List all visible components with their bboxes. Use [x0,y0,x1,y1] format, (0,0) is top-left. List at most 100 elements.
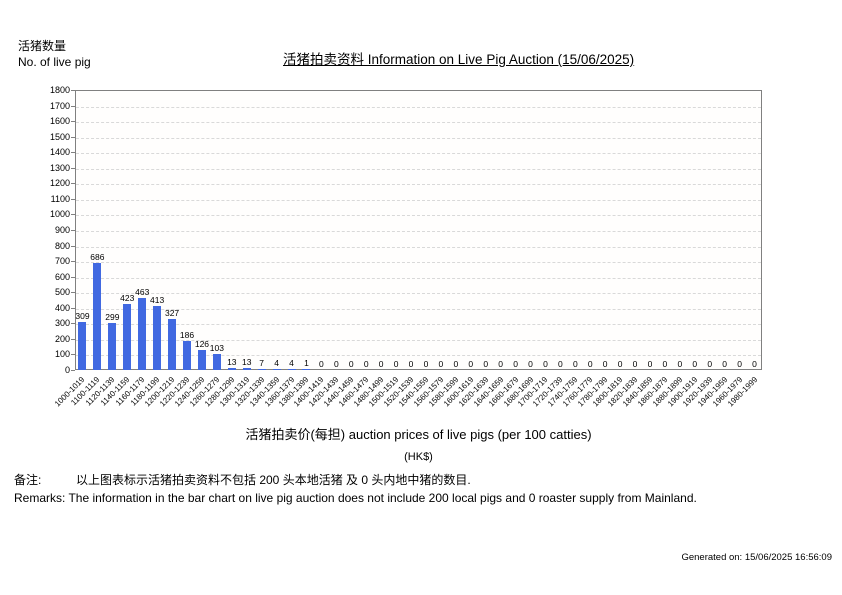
bar-value-label: 0 [468,359,474,369]
bar-value-label: 0 [408,359,414,369]
y-axis-title-zh: 活猪数量 [18,39,67,53]
gridline [76,308,761,310]
bar-value-label: 0 [453,359,459,369]
bar-value-label: 0 [498,359,503,369]
bar [287,369,296,370]
y-axis-tick-label: 900 [54,225,70,235]
y-axis-tick [71,183,75,185]
y-axis-tick [71,230,75,231]
y-axis-tick-label: 1000 [49,209,70,220]
bar [168,319,177,370]
bar-value-label: 0 [378,359,384,369]
gridline [76,324,761,326]
gridline [76,106,761,108]
y-axis-tick-label: 1300 [49,162,70,173]
bar-value-label: 0 [707,359,713,369]
gridline [76,231,761,232]
y-axis-tick-label: 1100 [50,193,70,204]
bar-value-label: 0 [677,359,683,369]
bar-value-label: 0 [393,359,399,369]
y-axis-tick-label: 500 [54,287,70,298]
y-axis-tick-label: 1500 [49,131,70,142]
y-axis-tick [71,167,75,169]
bar-value-label: 0 [348,359,354,369]
bar-value-label: 0 [333,359,339,369]
bar-value-label: 0 [647,359,653,369]
gridline [76,339,761,341]
y-axis-tick-label: 200 [54,333,70,344]
bar [257,369,266,370]
bar-value-label: 0 [319,359,324,369]
bar-value-label: 423 [120,293,135,303]
bar-value-label: 0 [692,359,698,369]
gridline [76,293,761,295]
y-axis-tick [71,105,75,107]
remarks-block: 备注: 以上图表标示活猪拍卖资料不包括 200 头本地活猪 及 0 头内地中猪的数… [14,472,697,507]
bar [138,298,147,370]
chart-plot-area [75,90,762,370]
y-axis-tick-label: 1400 [49,147,70,158]
x-axis-unit: (HK$) [404,451,433,463]
bar-value-label: 103 [209,343,224,353]
page-title: 活猪拍卖资料 Information on Live Pig Auction (… [283,52,635,67]
gridline [76,168,761,170]
y-axis-tick [71,214,75,216]
bar-value-label: 0 [632,359,638,369]
bar-value-label: 0 [572,359,578,369]
y-axis-tick [71,136,75,138]
y-axis-tick [71,370,75,371]
bar-value-label: 0 [558,359,563,369]
remarks-zh-text: 以上图表标示活猪拍卖资料不包括 200 头本地活猪 及 0 头内地中猪的数目. [76,473,471,487]
bar-value-label: 13 [242,357,252,367]
bar-value-label: 463 [135,287,150,297]
bar-value-label: 0 [662,359,668,369]
y-axis-tick [71,307,75,309]
bar-value-label: 299 [105,312,120,322]
bar-value-label: 7 [259,358,265,368]
bar [242,368,251,370]
x-axis-title: 活猪拍卖价(每担) auction prices of live pigs (p… [245,427,592,442]
bar-value-label: 0 [513,359,518,369]
bar-value-label: 13 [227,357,237,367]
y-axis-title: 活猪数量 No. of live pig [18,38,91,70]
y-axis-tick-label: 1700 [49,100,70,111]
y-axis-tick [71,276,75,278]
y-axis-tick-label: 1800 [49,85,70,95]
bar-value-label: 309 [75,311,90,321]
bar [123,304,132,370]
y-axis-tick-label: 1200 [49,178,70,189]
bar-value-label: 186 [179,330,195,340]
bar-value-label: 0 [528,359,533,369]
y-axis-tick [71,323,75,325]
y-axis-tick-label: 800 [54,240,70,251]
bar [272,369,281,370]
bar-value-label: 0 [587,359,593,369]
bar-value-label: 413 [150,295,165,305]
y-axis-tick-label: 700 [54,256,70,267]
y-axis-tick-label: 400 [54,302,70,313]
gridline [76,277,761,279]
gridline [76,215,761,217]
bar-value-label: 4 [274,358,279,368]
gridline [76,184,761,186]
bar-value-label: 686 [90,252,105,262]
bar [227,368,236,370]
bar [183,341,191,370]
bar-value-label: 0 [423,359,429,369]
gridline [76,153,761,155]
y-axis-tick [71,152,75,154]
bar [212,354,221,370]
bar-value-label: 0 [483,359,489,369]
bar-value-label: 0 [602,359,608,369]
bar-value-label: 0 [363,359,369,369]
bar [302,369,311,370]
y-axis-tick [71,198,75,200]
y-axis-tick [71,90,75,91]
bar [108,323,117,370]
bar-value-label: 0 [617,359,623,369]
bar-value-label: 0 [752,359,757,369]
y-axis-title-en: No. of live pig [18,55,91,69]
bar-value-label: 0 [438,359,444,369]
bar-value-label: 4 [289,358,294,368]
